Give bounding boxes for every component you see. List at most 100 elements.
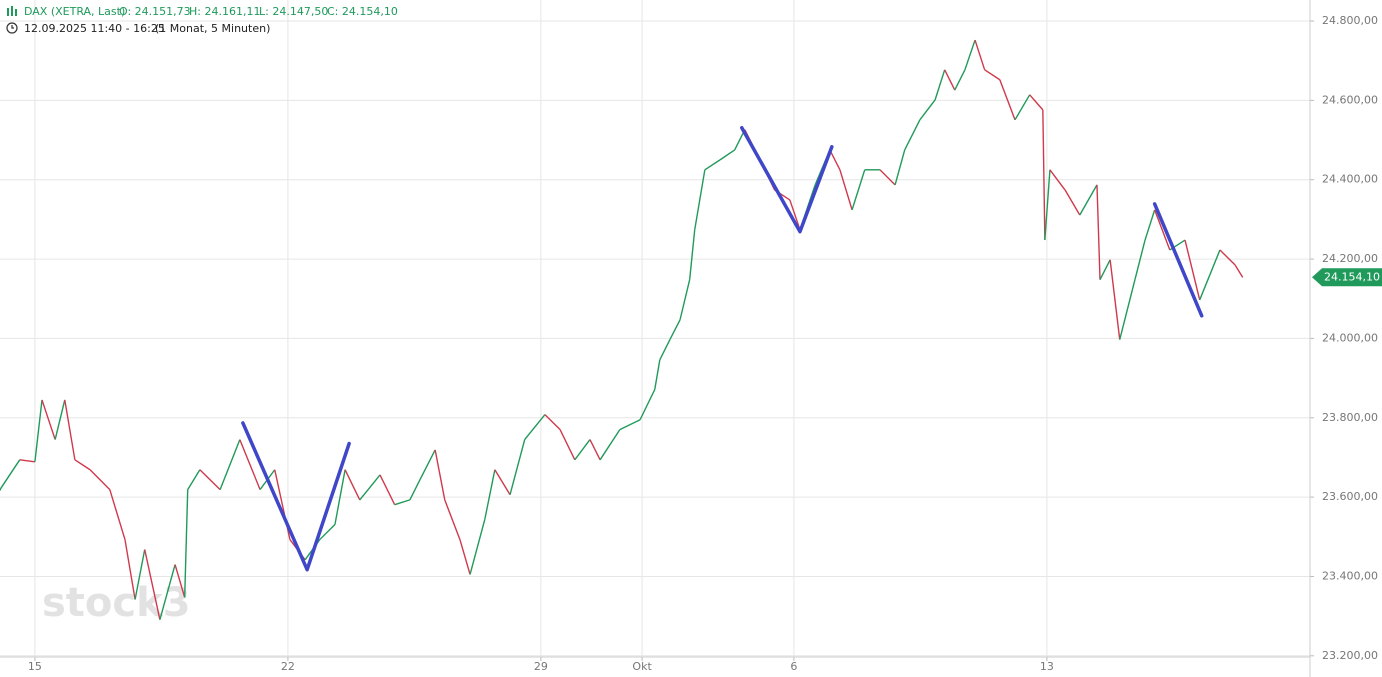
price-segment <box>124 539 136 600</box>
price-segment <box>64 399 76 460</box>
price-segment <box>1144 209 1156 241</box>
price-segment <box>89 469 111 491</box>
price-segment <box>199 469 221 491</box>
price-segment <box>434 449 446 501</box>
last-price-tag <box>1312 268 1382 287</box>
ohlc-open: O: 24.151,73 <box>119 5 191 18</box>
price-segment <box>359 474 381 501</box>
price-segment <box>894 149 906 186</box>
price-segment <box>1014 94 1031 121</box>
price-segment <box>1044 169 1051 241</box>
price-segment <box>379 474 396 505</box>
x-tick-label: 22 <box>281 660 295 673</box>
price-segment <box>183 489 189 598</box>
price-segment <box>1109 259 1121 340</box>
price-segment <box>159 564 176 620</box>
price-segment <box>494 469 511 496</box>
drawing <box>241 421 351 572</box>
chart-title: DAX (XETRA, Last) <box>24 5 125 18</box>
price-segment <box>934 69 946 101</box>
price-segment <box>239 439 261 490</box>
price-segment <box>544 414 561 431</box>
price-segment <box>444 499 461 540</box>
price-segment <box>829 149 841 171</box>
y-tick-label: 23.800,00 <box>1322 411 1378 424</box>
grid <box>0 0 1310 657</box>
price-segment <box>679 279 691 320</box>
price-segment <box>394 499 411 506</box>
ohlc-low: L: 24.147,50 <box>259 5 328 18</box>
price-segment <box>319 523 336 541</box>
ohlc-close: C: 24.154,10 <box>327 5 398 18</box>
price-segment <box>839 169 853 211</box>
y-tick-label: 24.000,00 <box>1322 331 1378 344</box>
price-segment <box>654 359 661 390</box>
price-segment <box>334 469 346 525</box>
y-tick-label: 24.600,00 <box>1322 93 1378 106</box>
price-segment <box>1119 279 1136 340</box>
x-tick-label: 13 <box>1040 660 1054 673</box>
price-segment <box>1079 184 1098 216</box>
price-segment <box>1234 264 1244 278</box>
y-tick-label: 24.800,00 <box>1322 14 1378 27</box>
watermark: stock3 <box>42 580 191 626</box>
price-segment <box>599 429 621 461</box>
price-segment <box>974 39 986 71</box>
y-tick-label: 24.400,00 <box>1322 173 1378 186</box>
price-segment <box>1029 94 1044 111</box>
price-segment <box>344 469 361 501</box>
price-segment <box>574 439 591 461</box>
price-segment <box>589 439 601 461</box>
x-tick-label: 6 <box>790 660 797 673</box>
price-segment <box>469 519 486 575</box>
price-segment <box>999 79 1016 121</box>
price-segment <box>54 399 66 440</box>
x-tick-label: 15 <box>28 660 42 673</box>
price-segment <box>174 564 186 598</box>
price-segment <box>904 119 921 151</box>
price-segment <box>134 549 146 600</box>
subtitle: 12.09.2025 11:40 - 16:25 <box>24 22 165 35</box>
price-segment <box>964 39 976 71</box>
y-tick-label: 23.200,00 <box>1322 649 1378 662</box>
price-segment <box>919 99 936 121</box>
price-segment <box>559 429 576 461</box>
header-icon <box>6 6 18 34</box>
x-tick-label: Okt <box>632 660 652 673</box>
price-segment <box>1154 209 1171 251</box>
price-segment <box>109 489 126 540</box>
price-segment <box>459 539 471 575</box>
price-segment <box>1064 189 1081 216</box>
price-segment <box>954 69 966 91</box>
price-segment <box>34 399 43 462</box>
price-segment <box>851 169 866 211</box>
y-tick-label: 23.600,00 <box>1322 490 1378 503</box>
price-segment <box>19 459 36 463</box>
price-segment <box>944 69 956 91</box>
price-segment <box>688 229 696 280</box>
price-segment <box>879 169 896 186</box>
price-segment <box>409 479 421 501</box>
price-segment <box>619 419 641 431</box>
price-segment <box>484 469 496 520</box>
ohlc-high: H: 24.161,11 <box>189 5 260 18</box>
price-segment <box>669 319 681 340</box>
x-tick-label: 29 <box>534 660 548 673</box>
price-segment <box>187 469 201 490</box>
price-segment <box>639 389 656 421</box>
last-price-label: 24.154,10 <box>1324 270 1380 283</box>
price-segment <box>1042 109 1046 241</box>
price-segment <box>74 459 91 471</box>
price-segment <box>144 549 161 620</box>
price-segment <box>419 449 436 480</box>
price-segment <box>1219 249 1236 266</box>
price-segment <box>41 399 56 440</box>
price-segment <box>524 414 546 441</box>
price-segment <box>1099 259 1111 281</box>
price-segment <box>0 459 21 490</box>
price-segment <box>509 439 526 495</box>
period: (1 Monat, 5 Minuten) <box>155 22 270 35</box>
price-segment <box>1199 274 1211 301</box>
